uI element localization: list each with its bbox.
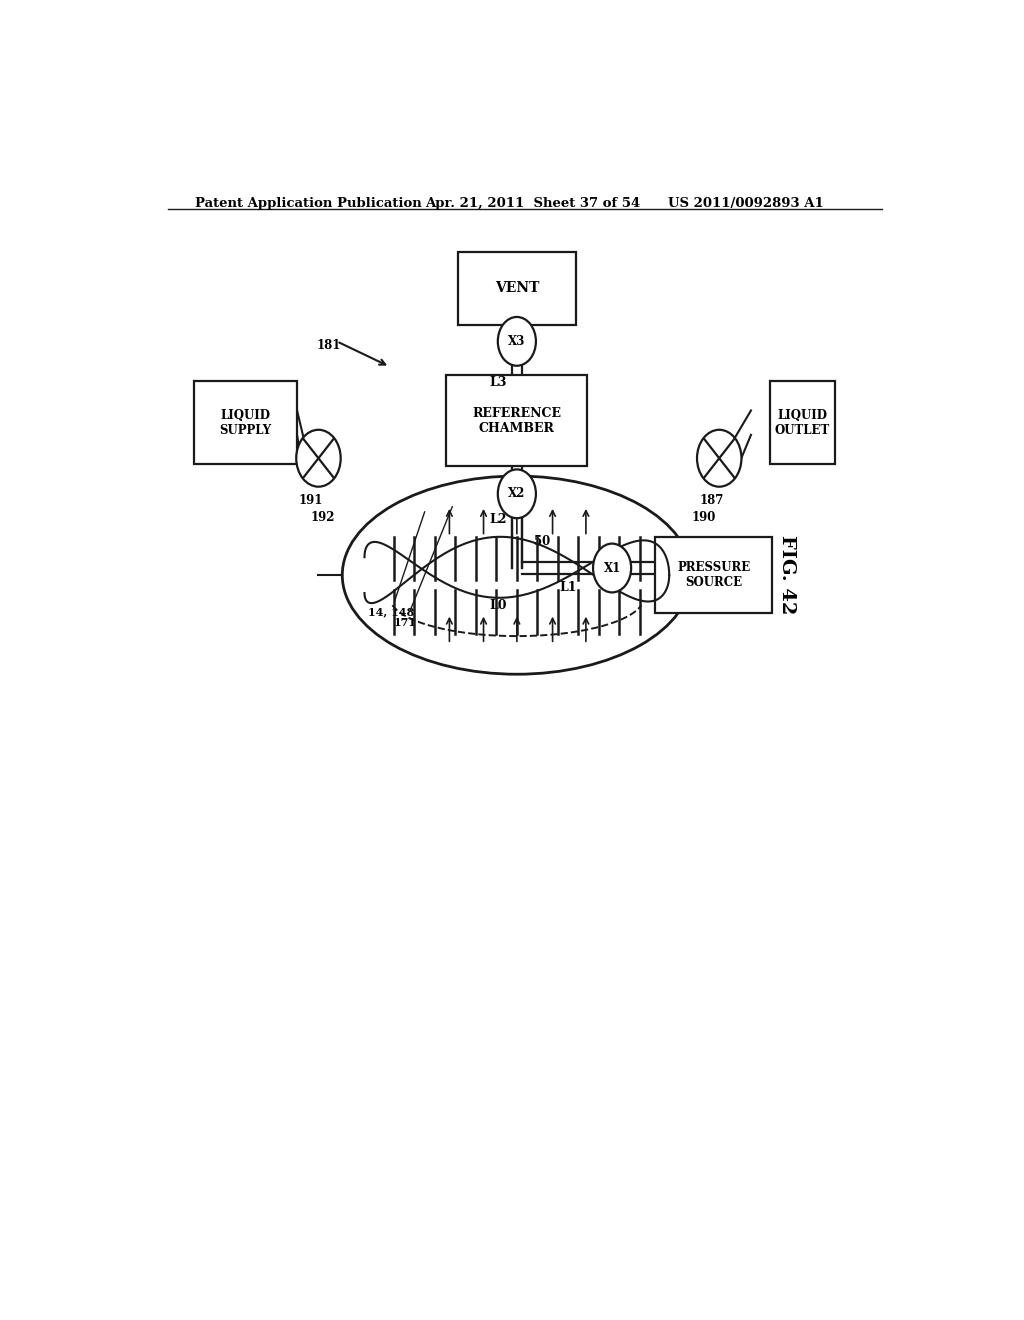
- Text: 191: 191: [299, 494, 323, 507]
- Text: 50: 50: [535, 535, 551, 548]
- Bar: [194, 381, 297, 465]
- Bar: [770, 381, 836, 465]
- Text: 192: 192: [310, 511, 335, 524]
- Text: L0: L0: [489, 599, 507, 612]
- Text: L3: L3: [489, 375, 507, 388]
- Circle shape: [498, 470, 536, 519]
- Circle shape: [593, 544, 631, 593]
- Circle shape: [498, 317, 536, 366]
- Text: X3: X3: [508, 335, 525, 348]
- Bar: [446, 375, 588, 466]
- Ellipse shape: [342, 477, 691, 675]
- Bar: [655, 537, 772, 614]
- Text: LIQUID
SUPPLY: LIQUID SUPPLY: [219, 409, 271, 437]
- Text: 181: 181: [316, 339, 341, 352]
- Text: L2: L2: [489, 512, 507, 525]
- Text: X1: X1: [603, 561, 621, 574]
- Text: LIQUID
OUTLET: LIQUID OUTLET: [775, 409, 830, 437]
- Bar: [458, 252, 575, 325]
- Text: FIG. 42: FIG. 42: [777, 536, 796, 615]
- Text: 171: 171: [394, 507, 453, 628]
- Text: VENT: VENT: [495, 281, 539, 296]
- Text: X2: X2: [508, 487, 525, 500]
- Text: US 2011/0092893 A1: US 2011/0092893 A1: [668, 197, 823, 210]
- Text: L1: L1: [559, 581, 577, 594]
- Circle shape: [296, 430, 341, 487]
- Circle shape: [697, 430, 741, 487]
- Text: PRESSURE
SOURCE: PRESSURE SOURCE: [677, 561, 751, 589]
- Text: Patent Application Publication: Patent Application Publication: [196, 197, 422, 210]
- Text: 14, 148: 14, 148: [368, 512, 425, 618]
- Text: Apr. 21, 2011  Sheet 37 of 54: Apr. 21, 2011 Sheet 37 of 54: [426, 197, 641, 210]
- Text: 190: 190: [691, 511, 716, 524]
- Text: 187: 187: [699, 494, 724, 507]
- Text: REFERENCE
CHAMBER: REFERENCE CHAMBER: [472, 407, 561, 434]
